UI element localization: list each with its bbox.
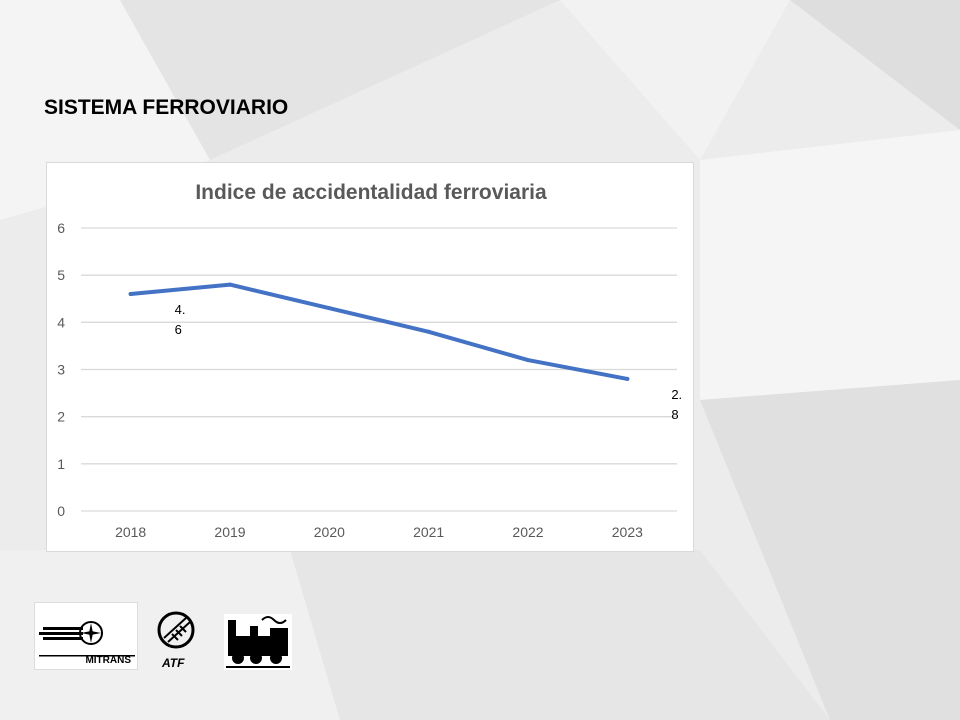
y-tick-label: 1	[57, 456, 65, 472]
atf-logo: ATF	[152, 608, 202, 670]
chart-container: Indice de accidentalidad ferroviaria 0 1 2…	[46, 162, 694, 552]
data-point	[327, 306, 332, 311]
x-tick-label: 2021	[413, 524, 444, 540]
chart-title: Indice de accidentalidad ferroviaria	[195, 181, 547, 204]
series-line	[128, 282, 630, 381]
y-axis-ticks: 0 1 2 3 4 5 6	[57, 220, 65, 519]
logo-strip: MITRANS ATF	[34, 602, 294, 672]
y-tick-label: 6	[57, 220, 65, 236]
y-tick-label: 2	[57, 409, 65, 425]
mitrans-emblem-icon	[39, 621, 135, 657]
x-tick-label: 2018	[115, 524, 146, 540]
line-chart: Indice de accidentalidad ferroviaria 0 1 2…	[57, 181, 683, 540]
slide-title: SISTEMA FERROVIARIO	[44, 96, 289, 119]
data-point	[426, 329, 431, 334]
data-point	[128, 292, 133, 297]
x-tick-label: 2019	[214, 524, 245, 540]
data-point	[228, 282, 232, 287]
x-tick-label: 2023	[612, 524, 643, 540]
y-tick-label: 0	[57, 503, 65, 519]
data-label: 4. 6	[175, 302, 186, 337]
x-axis-ticks: 2018 2019 2020 2021 2022 2023	[115, 524, 643, 540]
x-tick-label: 2020	[314, 524, 345, 540]
x-tick-label: 2022	[512, 524, 543, 540]
mitrans-label: MITRANS	[85, 655, 131, 666]
y-tick-label: 5	[57, 267, 65, 283]
y-tick-label: 4	[57, 314, 65, 330]
data-point	[625, 376, 630, 381]
mitrans-logo: MITRANS	[34, 602, 138, 670]
y-tick-label: 3	[57, 362, 65, 378]
data-point	[526, 358, 530, 363]
data-labels: 4. 6 2. 8	[175, 302, 683, 422]
locomotive-icon	[224, 614, 292, 670]
data-label: 2. 8	[671, 387, 682, 422]
railway-locomotive-logo	[224, 614, 292, 670]
series-line-path	[128, 282, 630, 381]
atf-label: ATF	[162, 656, 185, 670]
atf-emblem-icon	[157, 611, 195, 649]
